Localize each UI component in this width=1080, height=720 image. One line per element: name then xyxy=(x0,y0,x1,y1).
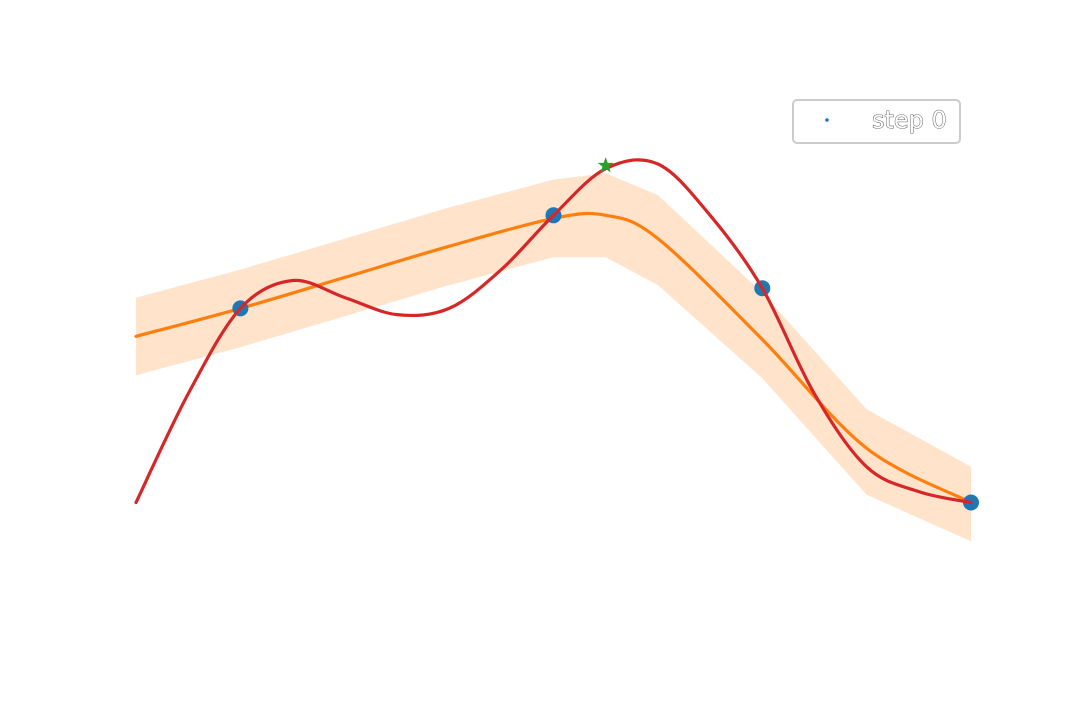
legend-label-step-0: step 0 xyxy=(872,106,947,134)
legend: step 0 xyxy=(792,99,961,144)
best-point-star xyxy=(597,157,614,173)
mean-line xyxy=(134,211,973,505)
sample-line xyxy=(134,158,973,505)
legend-box xyxy=(792,99,961,144)
plot-area xyxy=(134,157,979,542)
legend-marker-step-0 xyxy=(825,118,829,122)
confidence-band xyxy=(136,173,971,542)
